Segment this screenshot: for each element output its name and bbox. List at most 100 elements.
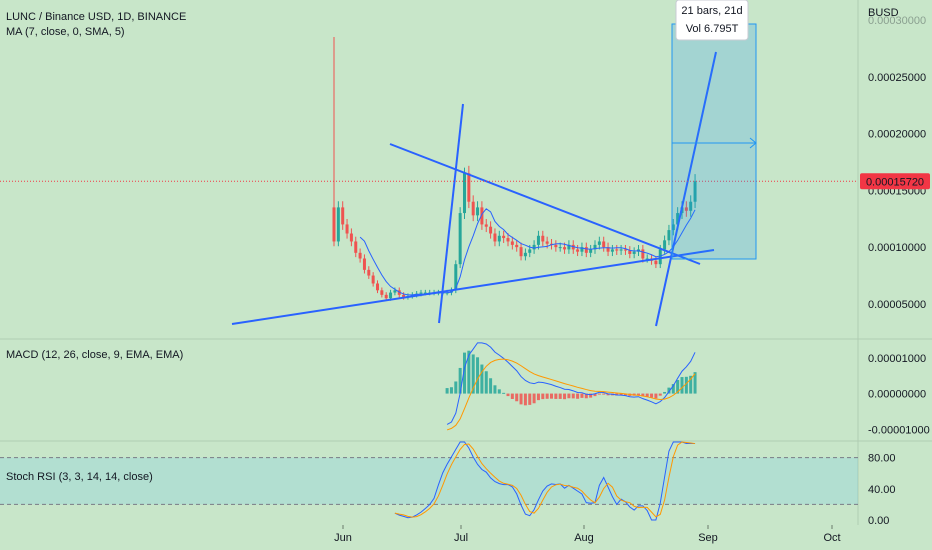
candle-body: [467, 173, 471, 202]
candle-body: [341, 207, 345, 225]
price-tick-label: 0.00030000: [868, 15, 926, 27]
trendline-drawing[interactable]: [231, 249, 715, 325]
candle-body: [449, 290, 453, 293]
macd-histogram-bar: [676, 379, 680, 394]
macd-histogram-bar: [454, 381, 458, 394]
macd-histogram-bar: [597, 393, 601, 395]
candle-body: [632, 251, 636, 254]
time-tick-label: Sep: [698, 532, 718, 544]
macd-histogram-bar: [563, 393, 567, 400]
macd-histogram-bar: [576, 393, 580, 399]
candle-body: [380, 290, 384, 295]
candle-body: [493, 233, 497, 242]
candle-body: [554, 244, 558, 248]
price-tick-label: 0.00010000: [868, 242, 926, 254]
macd-histogram-bar: [480, 364, 484, 394]
candle-body: [354, 241, 358, 253]
candle-body: [528, 249, 532, 253]
macd-histogram-bar: [523, 393, 527, 406]
price-tick-label: 0.00020000: [868, 129, 926, 141]
ma-line: [359, 208, 696, 296]
candle-body: [684, 207, 688, 211]
macd-histogram-bar: [554, 393, 558, 399]
price-tick-label: 0.00025000: [868, 72, 926, 84]
candle-body: [667, 230, 671, 241]
macd-histogram-bar: [545, 393, 549, 399]
candle-body: [567, 244, 571, 250]
candle-body: [645, 258, 649, 260]
candle-body: [454, 264, 458, 291]
macd-histogram-bar: [693, 372, 697, 394]
macd-histogram-bar: [489, 378, 493, 394]
measure-range-box[interactable]: [671, 23, 757, 260]
candle-body: [615, 249, 619, 251]
candle-body: [393, 290, 397, 293]
stoch-tick-label: 0.00: [868, 515, 889, 527]
candle-body: [558, 247, 562, 249]
macd-tick-label: 0.00001000: [868, 353, 926, 365]
candle-body: [423, 292, 427, 294]
macd-histogram-bar: [571, 393, 575, 399]
candle-body: [367, 269, 371, 276]
candle-body: [693, 181, 697, 202]
stoch-k-line: [394, 441, 696, 521]
measure-tooltip: [675, 0, 749, 41]
macd-histogram-bar: [667, 387, 671, 394]
trendline-drawing[interactable]: [438, 103, 464, 324]
candle-body: [541, 235, 545, 242]
macd-label: MACD (12, 26, close, 9, EMA, EMA): [6, 349, 183, 361]
macd-histogram-bar: [684, 376, 688, 394]
candle-body: [597, 241, 601, 245]
candle-body: [515, 244, 519, 248]
candle-body: [676, 213, 680, 225]
candle-body: [532, 244, 536, 250]
candle-body: [663, 240, 667, 250]
symbol-title: LUNC / Binance USD, 1D, BINANCE: [6, 11, 186, 23]
macd-histogram-bar: [580, 393, 584, 398]
candle-body: [376, 283, 379, 291]
macd-histogram-bar: [550, 393, 553, 399]
macd-histogram-bar: [650, 393, 654, 398]
macd-histogram-bar: [476, 357, 480, 394]
stoch-label: Stoch RSI (3, 3, 14, 14, close): [6, 471, 153, 483]
candle-body: [580, 247, 584, 252]
candle-body: [641, 249, 645, 259]
candle-body: [484, 224, 488, 227]
candle-body: [619, 249, 623, 251]
macd-histogram-bar: [623, 393, 627, 396]
candle-body: [506, 238, 510, 242]
trendline-drawing[interactable]: [655, 51, 717, 327]
macd-histogram-bar: [463, 352, 466, 394]
macd-histogram-bar: [528, 393, 532, 405]
trendline-drawing[interactable]: [389, 143, 701, 265]
macd-histogram-bar: [558, 393, 562, 399]
macd-histogram-bar: [532, 393, 536, 404]
time-tick-label: Jun: [334, 532, 352, 544]
candle-body: [371, 275, 375, 284]
candle-body: [332, 207, 336, 242]
candle-body: [471, 201, 475, 216]
candle-body: [563, 247, 567, 250]
candle-body: [463, 173, 466, 214]
candle-body: [419, 292, 423, 294]
macd-histogram-bar: [645, 393, 649, 397]
candle-body: [536, 235, 540, 245]
candle-body: [502, 235, 506, 239]
macd-histogram-bar: [497, 389, 501, 394]
candle-body: [480, 207, 484, 225]
macd-histogram-bar: [471, 354, 475, 394]
macd-histogram-bar: [654, 393, 658, 399]
candle-body: [654, 260, 658, 265]
currency-label: BUSD: [868, 7, 899, 19]
macd-histogram-bar: [680, 377, 684, 394]
macd-histogram-bar: [584, 393, 588, 399]
time-tick-label: Oct: [823, 532, 840, 544]
macd-histogram-bar: [449, 387, 453, 394]
macd-histogram-bar: [541, 393, 545, 400]
candle-body: [358, 252, 362, 259]
candle-body: [519, 247, 523, 257]
price-tag: [860, 173, 930, 190]
macd-histogram-bar: [493, 385, 497, 394]
macd-histogram-bar: [658, 393, 662, 396]
